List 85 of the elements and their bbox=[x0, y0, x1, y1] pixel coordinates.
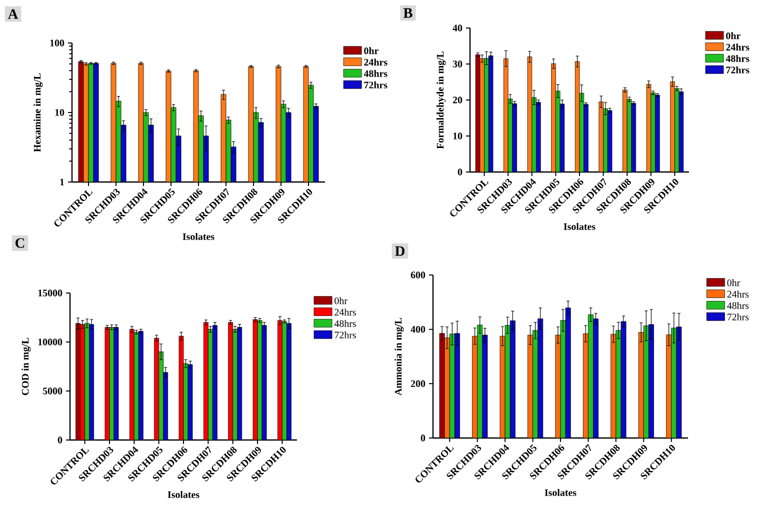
bar bbox=[565, 308, 571, 438]
legend-label: 0hr bbox=[334, 297, 348, 304]
bar bbox=[228, 322, 234, 440]
bar bbox=[282, 321, 287, 440]
y-axis-title: Ammonia in mg/L bbox=[394, 318, 404, 396]
y-tick-label: 15000 bbox=[38, 290, 62, 296]
bar bbox=[257, 320, 262, 440]
bar bbox=[89, 324, 94, 440]
legend-label: 48hrs bbox=[334, 320, 356, 327]
bar bbox=[538, 318, 544, 438]
legend-label: 24hrs bbox=[334, 308, 356, 316]
chart-title: C bbox=[16, 238, 24, 248]
bar bbox=[504, 325, 510, 438]
y-tick-label: 10 bbox=[453, 132, 462, 140]
y-tick-label: 100 bbox=[50, 40, 64, 46]
bar bbox=[163, 372, 168, 440]
bar bbox=[472, 336, 478, 438]
bar bbox=[643, 326, 649, 438]
y-tick-label: 40 bbox=[452, 24, 462, 32]
legend-label: 48hrs bbox=[726, 54, 750, 62]
bar bbox=[134, 332, 139, 440]
legend-label: 48hrs bbox=[727, 302, 749, 309]
legend-label: 72hrs bbox=[728, 313, 749, 320]
y-tick-label: 400 bbox=[410, 326, 426, 333]
y-axis-title: Hexamine in mg/L bbox=[34, 73, 43, 152]
bar bbox=[510, 320, 516, 438]
bar bbox=[138, 331, 144, 440]
bar bbox=[582, 333, 588, 438]
legend-label: 24hrs bbox=[726, 44, 750, 51]
y-axis-title: COD in mg/L bbox=[22, 338, 31, 396]
x-axis-title: Isolates bbox=[544, 488, 576, 496]
bar bbox=[286, 323, 292, 440]
bar bbox=[154, 338, 160, 440]
bar bbox=[178, 336, 184, 440]
x-axis-title: Isolates bbox=[168, 490, 200, 498]
bar bbox=[477, 324, 483, 438]
bar bbox=[449, 334, 455, 438]
bar bbox=[203, 322, 208, 440]
x-axis-title: Isolates bbox=[182, 232, 214, 240]
legend-label: 0hr bbox=[727, 279, 740, 286]
y-tick-label: 0 bbox=[58, 436, 62, 444]
bar bbox=[444, 338, 450, 438]
bar bbox=[676, 326, 682, 438]
legend-label: 0hr bbox=[364, 47, 378, 54]
legend-label: 72hrs bbox=[364, 81, 388, 88]
bar bbox=[482, 334, 488, 438]
legend-label: 0hr bbox=[726, 32, 740, 40]
y-tick-label: 5000 bbox=[42, 388, 62, 394]
y-tick-label: 0 bbox=[420, 434, 426, 442]
bar bbox=[129, 329, 134, 440]
bar bbox=[454, 333, 460, 438]
bar bbox=[262, 325, 267, 440]
chart-title: A bbox=[8, 9, 18, 19]
y-tick-label: 0 bbox=[458, 168, 462, 176]
bar bbox=[114, 327, 119, 440]
bar bbox=[648, 324, 654, 438]
bar bbox=[610, 334, 616, 438]
chart-title: D bbox=[395, 246, 404, 256]
y-axis-title: Formaldehyde in mg/L bbox=[436, 51, 446, 149]
y-tick-label: 10 bbox=[55, 109, 64, 116]
bar bbox=[212, 325, 218, 440]
bar bbox=[638, 332, 644, 438]
y-tick-label: 600 bbox=[410, 272, 426, 278]
legend-label: 24hrs bbox=[364, 58, 388, 66]
y-tick-label: 200 bbox=[410, 380, 426, 388]
y-tick-label: 10000 bbox=[38, 338, 62, 346]
bar bbox=[593, 318, 599, 438]
legend-label: 72hrs bbox=[334, 331, 356, 338]
y-tick-label: 30 bbox=[452, 60, 462, 68]
legend-label: 24hrs bbox=[727, 290, 749, 298]
chart-title: B bbox=[403, 8, 412, 18]
bar bbox=[532, 330, 538, 438]
bar bbox=[620, 321, 626, 438]
bar bbox=[588, 314, 594, 438]
legend-label: 48hrs bbox=[364, 70, 388, 77]
y-tick-label: 1 bbox=[60, 178, 64, 186]
bar bbox=[277, 320, 282, 440]
x-axis-title: Isolates bbox=[564, 222, 596, 230]
legend-label: 72hrs bbox=[726, 66, 750, 74]
bar bbox=[208, 329, 213, 440]
bar bbox=[188, 364, 193, 440]
bar bbox=[666, 334, 672, 438]
bar bbox=[671, 328, 677, 438]
bar bbox=[237, 327, 242, 440]
y-tick-label: 20 bbox=[452, 96, 462, 104]
